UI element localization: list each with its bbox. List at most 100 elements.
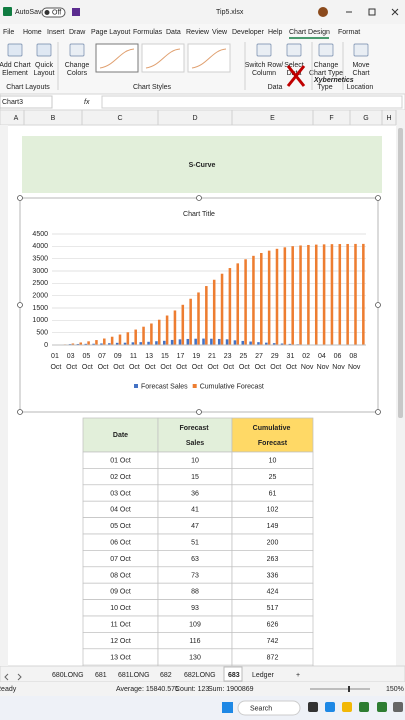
sheet-tab[interactable]: 683 <box>228 672 240 679</box>
button-icon[interactable] <box>7 43 23 57</box>
selection-handle[interactable] <box>196 195 202 201</box>
column-header[interactable]: E <box>270 115 275 122</box>
bar <box>265 342 268 345</box>
column-header[interactable]: D <box>192 115 197 122</box>
button-label[interactable]: Quick <box>35 62 53 69</box>
bar <box>314 244 318 345</box>
ribbon-tab[interactable]: File <box>3 29 14 36</box>
bar <box>354 243 357 345</box>
button-label[interactable]: Select <box>284 62 304 69</box>
selection-handle[interactable] <box>375 409 381 415</box>
selection-handle[interactable] <box>375 302 381 308</box>
bar <box>115 342 119 345</box>
add-sheet[interactable]: + <box>296 672 300 679</box>
column-header[interactable]: C <box>117 115 122 122</box>
bar <box>244 259 247 345</box>
button-label[interactable]: Change <box>65 62 90 69</box>
column-header[interactable]: H <box>386 115 391 122</box>
button-icon[interactable] <box>286 43 302 57</box>
table-cell[interactable] <box>82 664 159 681</box>
taskbar-app[interactable] <box>342 702 352 712</box>
column-header[interactable]: F <box>329 115 333 122</box>
bar <box>212 279 216 345</box>
selection-handle[interactable] <box>17 195 23 201</box>
x-tick-label: 17 Oct <box>176 353 187 371</box>
column-header[interactable]: G <box>363 115 368 122</box>
bar <box>123 342 127 345</box>
ribbon-tab[interactable]: Data <box>166 29 181 36</box>
button-icon[interactable] <box>318 43 334 57</box>
bar <box>362 243 365 345</box>
banner-title: S-Curve <box>189 162 216 169</box>
bar <box>189 298 192 345</box>
profile-icon[interactable] <box>318 7 328 17</box>
ribbon-tab[interactable]: Format <box>338 29 360 36</box>
taskbar-app[interactable] <box>393 702 403 712</box>
name-box[interactable] <box>0 95 53 109</box>
button-label[interactable]: Chart Type <box>309 70 343 77</box>
selection-handle[interactable] <box>17 302 23 308</box>
maximize-btn[interactable] <box>368 8 376 16</box>
column-header[interactable]: A <box>14 115 19 122</box>
table-cell-text: 872 <box>267 654 279 661</box>
zoom-thumb[interactable] <box>348 686 350 692</box>
autosave-label: AutoSave <box>15 9 45 16</box>
ribbon-group-label: Chart Layouts <box>6 84 50 91</box>
ribbon-tab[interactable]: Review <box>186 29 210 36</box>
sheet-tab[interactable]: 680LONG <box>52 672 84 679</box>
button-label[interactable]: Column <box>252 70 276 77</box>
legend-label: Forecast Sales <box>141 383 188 390</box>
button-icon[interactable] <box>353 43 369 57</box>
bar <box>165 315 169 345</box>
selection-handle[interactable] <box>17 409 23 415</box>
button-label[interactable]: Layout <box>33 70 54 77</box>
name-box-text[interactable]: Chart3 <box>2 99 23 106</box>
taskbar-app[interactable] <box>359 702 369 712</box>
button-label[interactable]: Move <box>352 62 369 69</box>
button-icon[interactable] <box>69 43 85 57</box>
table-cell[interactable] <box>157 664 233 681</box>
button-label[interactable]: Chart <box>352 70 369 77</box>
button-icon[interactable] <box>36 43 52 57</box>
ribbon-tab[interactable]: Home <box>23 29 42 36</box>
tab-nav[interactable] <box>4 673 22 681</box>
formula-input[interactable] <box>101 95 403 109</box>
sheet-tab[interactable]: 682LONG <box>184 672 216 679</box>
taskbar-app[interactable] <box>308 702 318 712</box>
close-btn[interactable] <box>391 8 399 16</box>
button-label[interactable]: Add Chart <box>0 62 31 69</box>
taskbar-app[interactable] <box>377 702 387 712</box>
x-tick-label: 23 Oct <box>223 353 234 371</box>
ribbon-tab[interactable]: Developer <box>232 29 265 36</box>
button-label[interactable]: Colors <box>67 70 88 77</box>
ribbon-tab[interactable]: Help <box>268 29 283 36</box>
selection-handle[interactable] <box>375 195 381 201</box>
search-box[interactable] <box>237 700 301 716</box>
x-tick-label: 21 Oct <box>207 353 218 371</box>
table-header-cell <box>157 417 233 453</box>
windows-button[interactable] <box>222 702 233 713</box>
ribbon-tab[interactable]: Insert <box>47 29 65 36</box>
ribbon-tab[interactable]: Formulas <box>133 29 163 36</box>
sheet-tab[interactable]: 681LONG <box>118 672 150 679</box>
table-cell[interactable] <box>231 664 314 681</box>
save-icon[interactable] <box>72 8 80 16</box>
ribbon-tab[interactable]: View <box>212 29 228 36</box>
sheet-tab[interactable]: Ledger <box>252 672 274 679</box>
taskbar-app[interactable] <box>325 702 335 712</box>
button-label[interactable]: Switch Row/ <box>245 62 284 69</box>
search-label[interactable]: Search <box>250 705 272 712</box>
column-header[interactable]: B <box>51 115 56 122</box>
sheet-tab[interactable]: 681 <box>95 672 107 679</box>
button-label[interactable]: Element <box>2 70 28 77</box>
excel-icon[interactable] <box>3 7 12 16</box>
ribbon-tab[interactable]: Chart Design <box>289 29 330 36</box>
ribbon-tab[interactable]: Draw <box>69 29 86 36</box>
selection-handle[interactable] <box>196 409 202 415</box>
button-icon[interactable] <box>256 43 272 57</box>
button-label[interactable]: Change <box>314 62 339 69</box>
ribbon-tab[interactable]: Page Layout <box>91 29 130 36</box>
sheet-tab[interactable]: 682 <box>160 672 172 679</box>
scroll-thumb[interactable] <box>398 128 403 418</box>
